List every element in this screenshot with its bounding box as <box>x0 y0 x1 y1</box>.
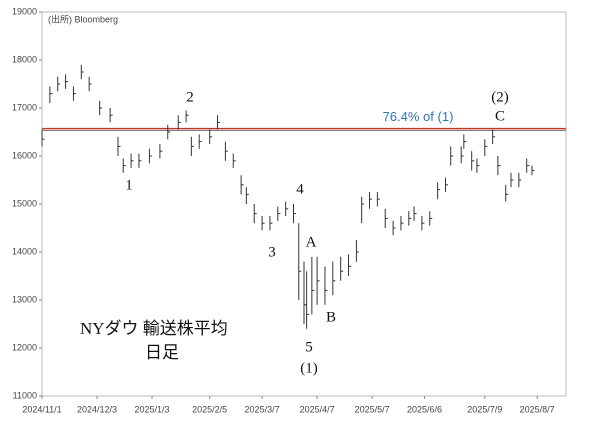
x-tick-label: 2025/8/7 <box>520 404 555 414</box>
y-tick-label: 15000 <box>12 198 37 208</box>
y-tick-label: 11000 <box>13 390 37 400</box>
y-tick-label: 12000 <box>12 342 37 352</box>
wave-label: 4 <box>296 181 304 197</box>
reference-label: 76.4% of (1) <box>383 109 454 124</box>
y-tick-label: 17000 <box>12 102 37 112</box>
y-tick-label: 13000 <box>12 294 37 304</box>
wave-label: (1) <box>300 360 318 376</box>
x-tick-label: 2025/2/5 <box>192 404 227 414</box>
x-tick-label: 2025/4/7 <box>300 404 335 414</box>
wave-label: 5 <box>305 339 313 355</box>
wave-label: A <box>306 234 317 250</box>
x-tick-label: 2025/3/7 <box>245 404 280 414</box>
y-tick-label: 19000 <box>12 6 37 16</box>
wave-label: 2 <box>186 89 194 105</box>
wave-label: 3 <box>268 244 276 260</box>
wave-label: (2) <box>491 89 509 105</box>
wave-label: C <box>495 108 505 124</box>
wave-label: B <box>326 309 336 325</box>
y-tick-label: 18000 <box>12 54 37 64</box>
plot-frame <box>41 11 567 397</box>
source: (出所) Bloomberg <box>48 13 118 24</box>
x-tick-label: 2025/6/6 <box>407 404 442 414</box>
y-tick-label: 14000 <box>12 246 37 256</box>
chart-subtitle: 日足 <box>145 343 179 362</box>
x-tick-label: 2024/11/1 <box>22 404 61 414</box>
x-tick-label: 2025/7/9 <box>467 404 502 414</box>
x-tick-label: 2025/1/3 <box>135 404 170 414</box>
x-tick-label: 2025/5/7 <box>355 404 390 414</box>
x-tick-label: 2024/12/3 <box>77 404 117 414</box>
chart-title: NYダウ 輸送株平均 <box>80 319 228 338</box>
wave-label: 1 <box>125 177 133 193</box>
y-tick-label: 16000 <box>12 150 37 160</box>
